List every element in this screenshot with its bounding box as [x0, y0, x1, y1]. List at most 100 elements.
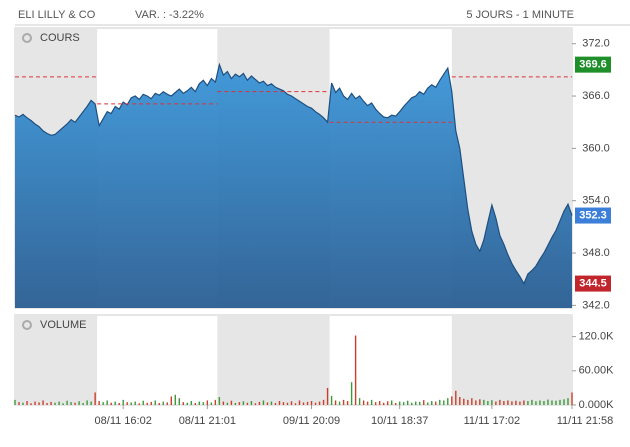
x-tick-label: 11/11 17:02 — [464, 415, 520, 427]
y-tick-label: 366.0 — [582, 90, 610, 102]
session-shade — [451, 315, 572, 405]
volume-bar — [471, 398, 473, 405]
volume-bar — [230, 400, 233, 405]
volume-bar — [563, 399, 565, 405]
panel-icon — [22, 33, 32, 43]
volume-bar — [150, 401, 152, 405]
volume-bar — [366, 401, 369, 405]
volume-bar — [106, 400, 108, 405]
session-shade — [15, 315, 98, 405]
volume-bar — [298, 400, 301, 405]
volume-bar — [110, 402, 112, 405]
price-badge — [575, 56, 611, 73]
volume-bar — [439, 399, 441, 405]
volume-bar — [386, 401, 389, 405]
x-tick-label: 09/11 20:09 — [283, 415, 340, 427]
volume-bar — [98, 401, 100, 405]
volume-bar — [266, 402, 269, 405]
volume-bar — [162, 401, 164, 405]
stock-name: ELI LILLY & CO — [18, 9, 96, 21]
volume-bar — [567, 398, 569, 405]
price-area — [15, 64, 572, 308]
y-tick-label: 360.0 — [582, 142, 610, 154]
volume-bar — [50, 401, 52, 405]
volume-bar — [234, 403, 237, 405]
volume-bar — [435, 401, 437, 405]
volume-bar — [491, 400, 493, 405]
volume-bar — [515, 400, 517, 405]
volume-bar — [258, 401, 261, 405]
period: 5 JOURS - 1 MINUTE — [466, 9, 574, 21]
volume-bar — [282, 402, 285, 405]
volume-bar — [146, 402, 148, 405]
volume-bar — [134, 401, 136, 405]
volume-bar — [415, 401, 417, 405]
volume-bar — [290, 401, 293, 405]
volume-bar — [238, 402, 241, 405]
volume-bar — [250, 401, 253, 405]
volume-bar — [242, 401, 245, 405]
volume-bar — [170, 396, 172, 405]
volume-bar — [18, 402, 20, 405]
volume-bar — [326, 387, 329, 405]
x-tick-label: 10/11 18:37 — [371, 415, 428, 427]
price-panel: 342.0 348.0 354.0 360.0 366.0 372.0 COURS 369.6… — [14, 27, 611, 311]
volume-bar — [94, 392, 96, 405]
y-tick-label: 120.0K — [579, 331, 615, 343]
volume-bar — [206, 400, 209, 405]
volume-bar — [54, 402, 56, 405]
volume-bar — [198, 401, 201, 405]
volume-bar — [70, 402, 72, 405]
volume-bar — [447, 398, 449, 405]
volume-bar — [34, 401, 36, 405]
volume-bar — [330, 395, 333, 405]
volume-bar — [210, 402, 213, 405]
volume-bar — [479, 399, 481, 405]
volume-bar — [322, 399, 325, 405]
volume-bar — [370, 399, 373, 405]
volume-bar — [286, 402, 289, 405]
price-badge-label: 369.6 — [579, 59, 607, 71]
volume-bar — [551, 400, 553, 405]
volume-bar — [459, 397, 461, 405]
volume-bar — [222, 401, 225, 405]
volume-bar — [74, 402, 76, 405]
volume-bar — [555, 400, 557, 405]
volume-bar — [58, 401, 60, 405]
volume-bar — [443, 400, 445, 405]
volume-bar — [503, 401, 505, 405]
volume-bar — [246, 402, 249, 405]
volume-bar — [507, 400, 509, 405]
volume-bar — [130, 402, 132, 405]
volume-bar — [46, 403, 48, 405]
volume-bar — [270, 401, 273, 405]
volume-bar — [14, 399, 16, 405]
volume-bar — [531, 399, 533, 405]
volume-bar — [214, 399, 217, 405]
volume-bar — [334, 400, 337, 405]
volume-bar — [302, 402, 305, 405]
volume-bar — [86, 400, 88, 405]
volume-bar — [178, 398, 180, 405]
volume-bar — [118, 403, 120, 405]
volume-bar — [467, 399, 469, 405]
y-tick-label: 372.0 — [582, 38, 610, 50]
volume-bar — [114, 401, 116, 405]
volume-bar — [390, 400, 393, 405]
volume-bar — [358, 398, 361, 405]
volume-bar — [102, 402, 104, 405]
volume-bar — [423, 400, 425, 405]
volume-bar — [82, 403, 84, 405]
volume-bar — [78, 401, 80, 405]
price-badge — [575, 207, 611, 224]
session-shade — [217, 315, 330, 405]
volume-bar — [190, 401, 193, 405]
volume-bar — [42, 400, 44, 405]
volume-bar — [350, 382, 353, 405]
y-tick-label: 348.0 — [582, 247, 610, 259]
volume-bar — [411, 402, 413, 405]
volume-bar — [186, 402, 189, 405]
volume-bar — [218, 397, 221, 405]
volume-bar — [166, 402, 168, 405]
